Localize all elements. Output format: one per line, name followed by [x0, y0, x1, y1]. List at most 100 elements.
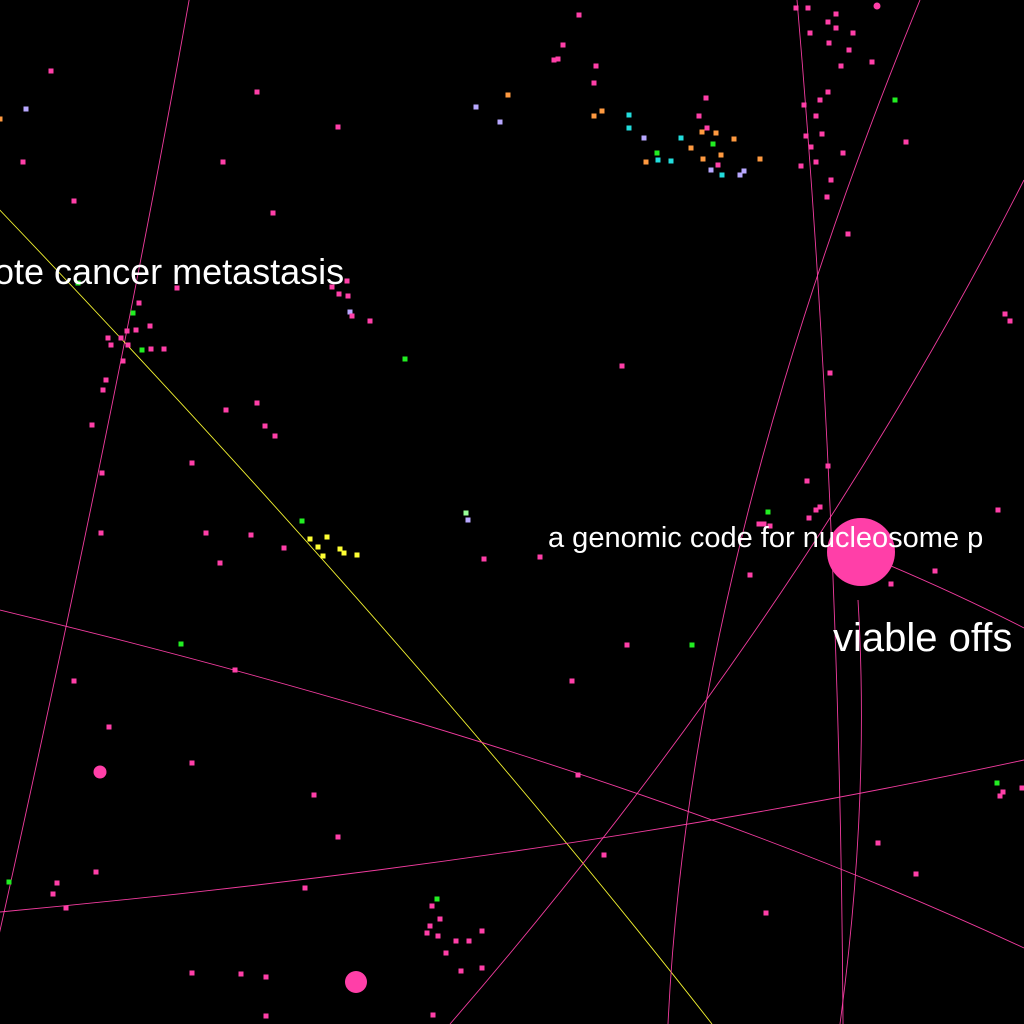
node-133: [203, 530, 209, 536]
edge-6: [449, 179, 1024, 1024]
node-2: [23, 106, 29, 112]
node-164: [437, 916, 443, 922]
node-72: [1007, 318, 1013, 324]
node-86: [747, 572, 753, 578]
node-161: [302, 885, 308, 891]
node-28: [678, 135, 684, 141]
node-98: [997, 793, 1003, 799]
node-157: [54, 880, 60, 886]
node-156: [93, 869, 99, 875]
node-82: [765, 509, 771, 515]
node-9: [270, 210, 276, 216]
node-75: [827, 370, 833, 376]
node-100: [1000, 789, 1006, 795]
node-154: [311, 792, 317, 798]
node-146: [465, 517, 471, 523]
node-136: [299, 518, 305, 524]
node-85: [756, 521, 762, 527]
node-147: [481, 556, 487, 562]
node-23: [641, 135, 647, 141]
node-175: [238, 971, 244, 977]
node-79: [817, 504, 823, 510]
node-152: [106, 724, 112, 730]
node-36: [710, 141, 716, 147]
node-37: [718, 152, 724, 158]
node-153: [189, 760, 195, 766]
node-170: [479, 928, 485, 934]
node-119: [336, 291, 342, 297]
node-118: [344, 278, 350, 284]
node-114: [103, 377, 109, 383]
node-27: [668, 158, 674, 164]
node-4: [20, 159, 26, 165]
node-101: [136, 300, 142, 306]
node-130: [189, 460, 195, 466]
node-81: [995, 507, 1001, 513]
node-149: [178, 641, 184, 647]
node-142: [341, 550, 347, 556]
node-126: [254, 400, 260, 406]
node-159: [6, 879, 12, 885]
node-10: [576, 12, 582, 18]
node-42: [741, 168, 747, 174]
node-97: [994, 780, 1000, 786]
node-92: [575, 772, 581, 778]
node-160: [63, 905, 69, 911]
node-8: [220, 159, 226, 165]
node-71: [1002, 311, 1008, 317]
node-56: [838, 63, 844, 69]
node-60: [801, 102, 807, 108]
node-89: [689, 642, 695, 648]
edge-2: [0, 209, 713, 1024]
node-107: [125, 342, 131, 348]
node-125: [223, 407, 229, 413]
node-176: [263, 974, 269, 980]
node-172: [458, 968, 464, 974]
node-40: [719, 172, 725, 178]
node-174: [189, 970, 195, 976]
edge-5: [667, 0, 921, 1024]
node-129: [89, 422, 95, 428]
node-139: [324, 534, 330, 540]
node-33: [704, 125, 710, 131]
node-96: [913, 871, 919, 877]
node-128: [272, 433, 278, 439]
node-21: [626, 112, 632, 118]
node-50: [825, 19, 831, 25]
node-48: [805, 5, 811, 11]
node-148: [537, 554, 543, 560]
hub-node-3: [93, 765, 107, 779]
hub-node-1: [827, 518, 895, 586]
node-77: [804, 478, 810, 484]
node-31: [703, 95, 709, 101]
node-162: [434, 896, 440, 902]
node-66: [813, 159, 819, 165]
node-117: [174, 285, 180, 291]
node-112: [161, 346, 167, 352]
edge-3: [0, 609, 1024, 949]
node-18: [497, 119, 503, 125]
node-14: [593, 63, 599, 69]
node-78: [813, 507, 819, 513]
node-151: [71, 678, 77, 684]
node-87: [932, 568, 938, 574]
node-173: [479, 965, 485, 971]
node-155: [335, 834, 341, 840]
node-24: [654, 150, 660, 156]
node-38: [700, 156, 706, 162]
node-104: [133, 327, 139, 333]
node-59: [817, 97, 823, 103]
node-138: [307, 536, 313, 542]
node-55: [846, 47, 852, 53]
node-69: [824, 194, 830, 200]
node-45: [892, 97, 898, 103]
node-127: [262, 423, 268, 429]
node-178: [430, 1012, 436, 1018]
node-11: [560, 42, 566, 48]
node-62: [819, 131, 825, 137]
node-15: [591, 80, 597, 86]
node-53: [807, 30, 813, 36]
node-19: [591, 113, 597, 119]
